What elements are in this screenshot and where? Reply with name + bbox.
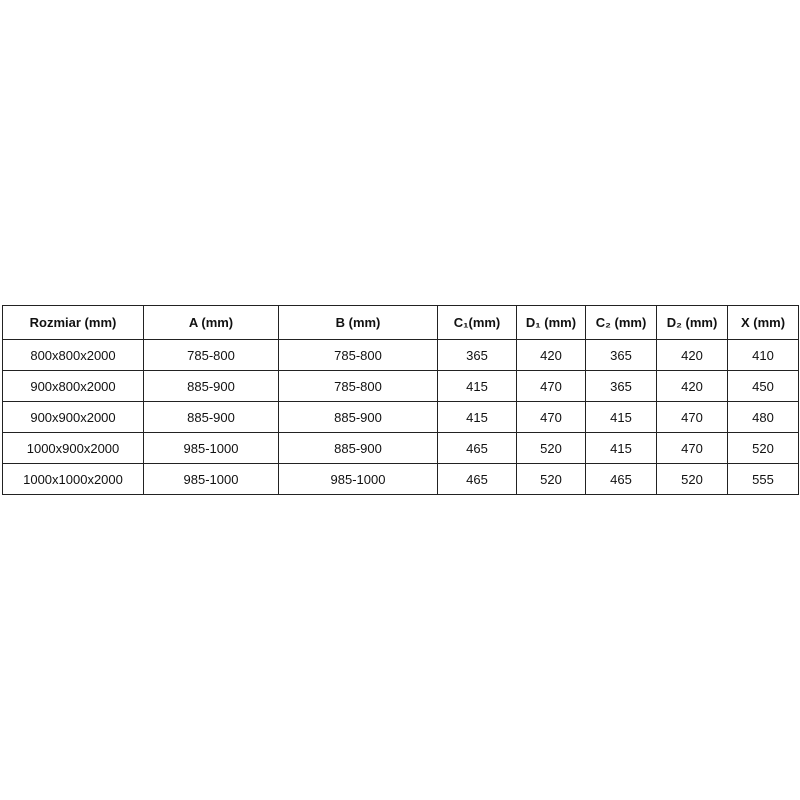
table-cell: 420 — [656, 339, 728, 371]
table-cell: 520 — [516, 432, 586, 464]
table-cell: 410 — [727, 339, 799, 371]
table-cell: 900x800x2000 — [2, 370, 144, 402]
table-cell: 900x900x2000 — [2, 401, 144, 433]
table-cell: 415 — [437, 370, 517, 402]
header-row: Rozmiar (mm) A (mm) B (mm) C₁(mm) D₁ (mm) C₂ … — [2, 305, 799, 340]
table-row: 1000x900x2000 985-1000 885-900 465 520 415 470… — [2, 432, 799, 464]
table-cell: 520 — [656, 463, 728, 495]
column-header: Rozmiar (mm) — [2, 305, 144, 340]
table-cell: 470 — [516, 370, 586, 402]
table-cell: 480 — [727, 401, 799, 433]
table-cell: 800x800x2000 — [2, 339, 144, 371]
column-header: A (mm) — [143, 305, 279, 340]
table-cell: 465 — [585, 463, 657, 495]
table-cell: 465 — [437, 432, 517, 464]
dimensions-table: Rozmiar (mm) A (mm) B (mm) C₁(mm) D₁ (mm) C₂ … — [2, 305, 799, 495]
table-row: 800x800x2000 785-800 785-800 365 420 365 420 41… — [2, 339, 799, 371]
table-cell: 470 — [656, 401, 728, 433]
table-cell: 420 — [656, 370, 728, 402]
table-cell: 1000x900x2000 — [2, 432, 144, 464]
column-header: C₂ (mm) — [585, 305, 657, 340]
table-cell: 985-1000 — [143, 432, 279, 464]
table-cell: 450 — [727, 370, 799, 402]
table-cell: 520 — [516, 463, 586, 495]
table-cell: 470 — [656, 432, 728, 464]
table-cell: 885-900 — [278, 401, 438, 433]
table-cell: 520 — [727, 432, 799, 464]
column-header: D₁ (mm) — [516, 305, 586, 340]
table-cell: 415 — [585, 432, 657, 464]
table-cell: 415 — [585, 401, 657, 433]
table-cell: 470 — [516, 401, 586, 433]
table-cell: 365 — [437, 339, 517, 371]
table-cell: 785-800 — [143, 339, 279, 371]
table-cell: 785-800 — [278, 339, 438, 371]
table-cell: 420 — [516, 339, 586, 371]
table-cell: 555 — [727, 463, 799, 495]
table-row: 1000x1000x2000 985-1000 985-1000 465 520 465 5… — [2, 463, 799, 495]
table-cell: 785-800 — [278, 370, 438, 402]
column-header: B (mm) — [278, 305, 438, 340]
table-cell: 465 — [437, 463, 517, 495]
table-cell: 885-900 — [278, 432, 438, 464]
table-cell: 1000x1000x2000 — [2, 463, 144, 495]
table-row: 900x900x2000 885-900 885-900 415 470 415 470 48… — [2, 401, 799, 433]
column-header: C₁(mm) — [437, 305, 517, 340]
table-cell: 415 — [437, 401, 517, 433]
table-cell: 985-1000 — [143, 463, 279, 495]
table-cell: 985-1000 — [278, 463, 438, 495]
table-row: 900x800x2000 885-900 785-800 415 470 365 420 45… — [2, 370, 799, 402]
table-cell: 365 — [585, 339, 657, 371]
table-cell: 885-900 — [143, 370, 279, 402]
column-header: X (mm) — [727, 305, 799, 340]
column-header: D₂ (mm) — [656, 305, 728, 340]
table-cell: 365 — [585, 370, 657, 402]
table-cell: 885-900 — [143, 401, 279, 433]
